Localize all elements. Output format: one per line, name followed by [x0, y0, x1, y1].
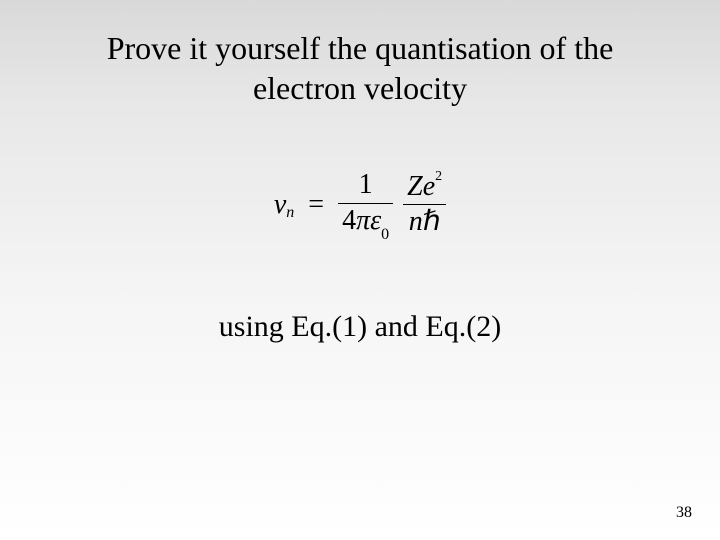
eq-frac1-den: 4πε0 — [338, 206, 393, 240]
slide-title: Prove it yourself the quantisation of th… — [0, 28, 720, 108]
equation: v n = 1 4πε0 Ze2 nℏ — [274, 170, 446, 240]
eq-frac-2: Ze2 nℏ — [403, 172, 446, 239]
subtext: using Eq.(1) and Eq.(2) — [0, 310, 720, 344]
equation-block: v n = 1 4πε0 Ze2 nℏ — [0, 170, 720, 240]
eq-equals: = — [304, 189, 328, 221]
title-line-1: Prove it yourself the quantisation of th… — [107, 30, 614, 66]
eq-den-hbar: ℏ — [423, 206, 441, 237]
eq-var-v: v — [274, 189, 286, 221]
eq-den-pi: π — [356, 205, 370, 236]
eq-lhs: v n — [274, 189, 294, 221]
eq-den-n: n — [409, 206, 423, 237]
eq-frac2-bar — [403, 204, 446, 205]
eq-frac1-bar — [338, 203, 393, 204]
eq-num-e: e — [423, 171, 435, 202]
eq-num-Z: Z — [407, 171, 423, 202]
eq-frac1-num: 1 — [355, 170, 377, 201]
eq-frac2-den: nℏ — [405, 207, 445, 238]
eq-den-4: 4 — [342, 205, 356, 236]
eq-sub-n: n — [286, 204, 294, 222]
eq-frac-1: 1 4πε0 — [338, 170, 393, 240]
eq-den-eps: ε — [370, 205, 381, 236]
page-number: 38 — [676, 504, 692, 522]
eq-den-eps-sub: 0 — [381, 226, 389, 243]
title-line-2: electron velocity — [253, 70, 467, 106]
eq-num-e-sup: 2 — [435, 169, 442, 184]
eq-frac2-num: Ze2 — [403, 172, 446, 203]
